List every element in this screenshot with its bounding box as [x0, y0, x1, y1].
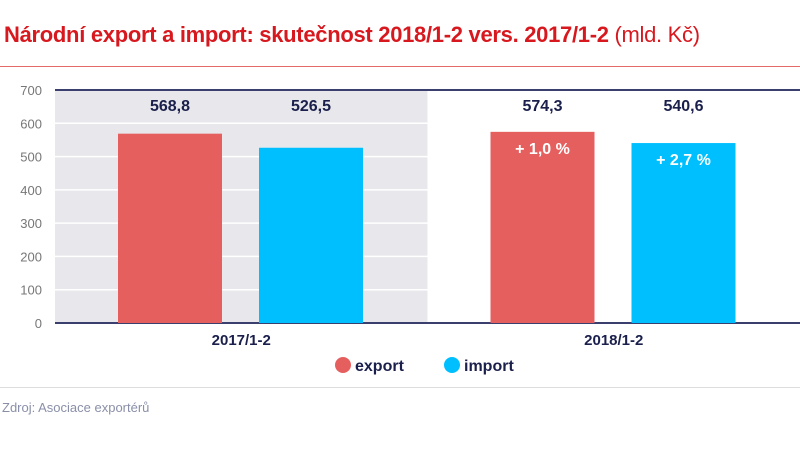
y-tick-label: 600 [20, 116, 42, 131]
y-tick-label: 200 [20, 249, 42, 264]
bar-import [259, 147, 363, 323]
legend-label-export: export [355, 358, 405, 375]
y-tick-label: 100 [20, 283, 42, 298]
legend-marker-import [444, 357, 460, 373]
chart-title: Národní export a import: skutečnost 2018… [4, 22, 700, 48]
value-label: 574,3 [522, 98, 562, 115]
y-tick-label: 500 [20, 150, 42, 165]
footer-divider [0, 387, 800, 388]
x-tick-label: 2017/1-2 [212, 332, 271, 349]
title-text: Národní export a import: skutečnost 2018… [4, 22, 609, 47]
value-label: 568,8 [150, 98, 190, 115]
value-label: 540,6 [663, 98, 703, 115]
bar-import [631, 143, 736, 323]
bar-export [490, 131, 595, 323]
y-tick-label: 700 [20, 83, 42, 98]
value-label: 526,5 [291, 98, 331, 115]
bar-export [118, 133, 222, 323]
change-label: + 2,7 % [656, 152, 711, 169]
x-tick-label: 2018/1-2 [584, 332, 643, 349]
y-tick-label: 300 [20, 216, 42, 231]
y-tick-label: 400 [20, 183, 42, 198]
y-tick-label: 0 [35, 316, 42, 331]
source-note: Zdroj: Asociace exportérů [2, 400, 150, 415]
legend-marker-export [335, 357, 351, 373]
bar-chart: 0 100 200 300 400 500 600 700 568,8 526,5 2017/1-2… [20, 83, 800, 375]
title-unit: (mld. Kč) [614, 22, 700, 47]
highlight-band [55, 90, 428, 323]
change-label: + 1,0 % [515, 141, 570, 158]
legend-label-import: import [464, 358, 514, 375]
title-divider [0, 66, 800, 67]
